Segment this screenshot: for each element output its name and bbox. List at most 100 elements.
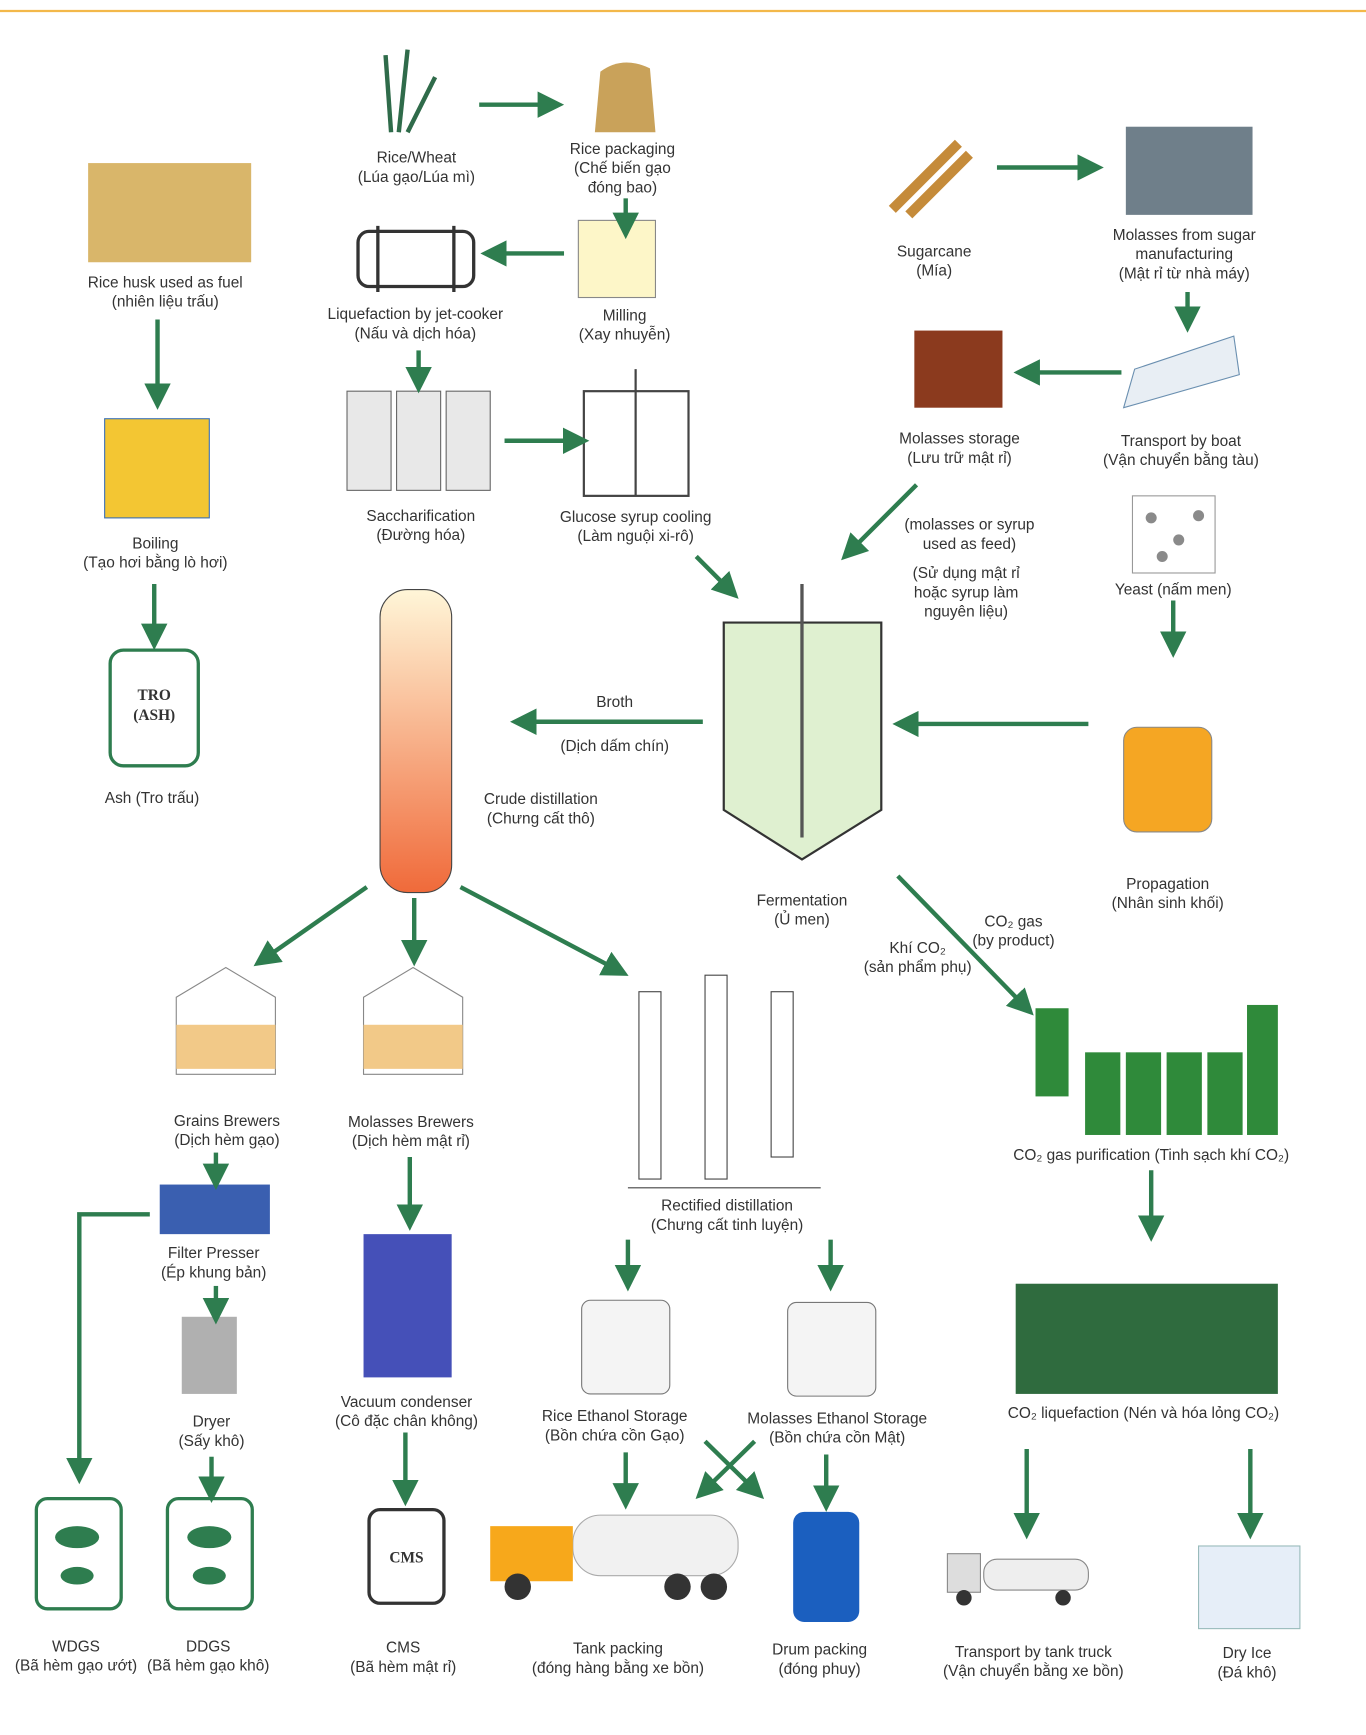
co2-tanks <box>1036 1005 1278 1135</box>
ethanol-tanks <box>582 1300 876 1396</box>
node-label: (Bồn chứa cồn Gạo) <box>545 1427 685 1444</box>
node-label: Ash (Tro trấu) <box>105 790 199 807</box>
node-label: (đóng hàng bằng xe bồn) <box>532 1660 704 1677</box>
node-label: (molasses or syrup <box>904 517 1034 534</box>
node-label: (Xay nhuyễn) <box>579 327 671 344</box>
node-label: (Chưng cất tinh luyện) <box>651 1217 803 1234</box>
node-label: Fermentation <box>757 892 848 909</box>
node-label: (by product) <box>972 933 1054 950</box>
node-label: (Ép khung bản) <box>161 1264 266 1281</box>
node-label: (Mía) <box>916 263 952 280</box>
node-label: (Dịch dấm chín) <box>560 738 669 755</box>
node-label: Transport by tank truck <box>955 1644 1112 1661</box>
filter-press-icon <box>160 1185 270 1235</box>
node-label: (Chưng cất thô) <box>487 810 595 827</box>
node-label: Transport by boat <box>1121 433 1242 450</box>
molasses-tank-icon <box>914 331 1002 408</box>
sack-icon <box>595 62 656 132</box>
node-label: Sugarcane <box>897 243 972 260</box>
node-label: (Vận chuyển bằng xe bồn) <box>943 1663 1124 1680</box>
node-label: (Đá khô) <box>1217 1664 1276 1681</box>
node-label: Molasses Brewers <box>348 1114 474 1131</box>
node-label: used as feed) <box>923 536 1016 553</box>
icon-text: TRO <box>138 687 171 704</box>
node-label: hoặc syrup làm <box>914 584 1018 601</box>
rice-icon <box>386 50 436 133</box>
node-label: DDGS <box>186 1638 231 1655</box>
node-label: Rice packaging <box>570 141 675 158</box>
node-label: Molasses from sugar <box>1113 227 1256 244</box>
node-label: Crude distillation <box>484 791 598 808</box>
node-label: CO₂ gas purification (Tinh sạch khí CO₂) <box>1013 1147 1289 1164</box>
saccharification-icon <box>347 391 490 490</box>
node-label: (Bã hèm gạo khô) <box>147 1658 269 1675</box>
brewer-tanks <box>176 967 462 1074</box>
flow-arrow <box>264 887 366 959</box>
node-label: Dry Ice <box>1223 1645 1272 1662</box>
node-label: Rice Ethanol Storage <box>542 1408 688 1425</box>
factory-icon <box>1126 127 1253 215</box>
distillation-column <box>380 590 452 893</box>
vacuum-condenser-icon <box>364 1234 452 1377</box>
node-label: Rice/Wheat <box>377 150 457 167</box>
node-label: Molasses storage <box>899 431 1020 448</box>
node-label: Grains Brewers <box>174 1113 280 1130</box>
node-label: CO₂ liquefaction (Nén và hóa lỏng CO₂) <box>1008 1405 1279 1422</box>
node-label: Milling <box>603 307 647 324</box>
node-label: (Nấu và dịch hóa) <box>355 326 477 343</box>
flow-arrow <box>79 1214 150 1471</box>
husk-icon <box>88 163 251 262</box>
propagation-icon <box>1124 727 1212 832</box>
node-label: CO₂ gas <box>984 913 1042 930</box>
node-label: Drum packing <box>772 1642 867 1659</box>
node-label: (Cô đặc chân không) <box>335 1413 478 1430</box>
dry-ice-icon <box>1199 1546 1300 1629</box>
page: {"nodes": [ {"lines": ["Rice/Wheat", "(L… <box>0 0 1366 1730</box>
feed-bags <box>36 1499 252 1609</box>
node-label: CMS <box>386 1640 420 1657</box>
node-label: (Vận chuyển bằng tàu) <box>1103 452 1259 469</box>
node-label: (Bã hèm gạo ướt) <box>15 1658 137 1675</box>
ship-icon <box>1124 336 1240 408</box>
node-label: (Nhân sinh khối) <box>1112 895 1224 912</box>
co2-liquefaction-icon <box>1016 1284 1278 1394</box>
node-label: Vacuum condenser <box>341 1394 473 1411</box>
node-label: Dryer <box>193 1414 231 1431</box>
node-label: (Tạo hơi bằng lò hơi) <box>83 555 227 572</box>
node-label: đóng bao) <box>588 180 657 197</box>
node-label: Khí CO₂ <box>889 940 946 957</box>
tank-truck-icon <box>490 1515 738 1600</box>
node-label: (Mật rỉ từ nhà máy) <box>1119 265 1250 282</box>
cooling-tank-icon <box>584 369 689 496</box>
node-label: (Bã hèm mật rỉ) <box>350 1659 456 1676</box>
node-label: Propagation <box>1126 876 1209 893</box>
node-label: nguyên liệu) <box>924 604 1008 621</box>
node-label: Rectified distillation <box>661 1198 793 1215</box>
mill-icon <box>578 220 655 297</box>
dryer-icon <box>182 1317 237 1394</box>
node-label: (Làm nguội xi-rô) <box>577 528 693 545</box>
node-label: Tank packing <box>573 1641 663 1658</box>
node-label: Filter Presser <box>168 1245 260 1262</box>
node-label: (Dịch hèm gạo) <box>174 1132 279 1149</box>
boiler-icon <box>105 419 210 518</box>
node-label: Saccharification <box>366 508 475 525</box>
blue-drum <box>793 1512 859 1622</box>
node-label: Glucose syrup cooling <box>560 509 712 526</box>
node-label: (Bồn chứa cồn Mật) <box>769 1430 905 1447</box>
node-label: (sản phẩm phụ) <box>864 959 972 976</box>
node-label: Liquefaction by jet-cooker <box>328 306 504 323</box>
flow-diagram: Rice/Wheat(Lúa gạo/Lúa mì)Rice packaging… <box>0 0 1366 1730</box>
node-label: WDGS <box>52 1638 100 1655</box>
node-label: (Sử dụng mật rỉ <box>913 565 1021 582</box>
icon-text: (ASH) <box>133 707 175 724</box>
node-label: (Chế biến gạo <box>574 160 671 177</box>
node-label: (Đường hóa) <box>376 527 465 544</box>
node-label: (đóng phuy) <box>778 1661 860 1678</box>
node-label: Broth <box>596 694 633 711</box>
jet-cooker-icon <box>358 226 474 292</box>
node-label: Yeast (nấm men) <box>1115 582 1232 599</box>
node-label: (nhiên liệu trấu) <box>112 294 219 311</box>
sugarcane-icon <box>892 143 969 215</box>
tanker-icon <box>947 1554 1088 1606</box>
